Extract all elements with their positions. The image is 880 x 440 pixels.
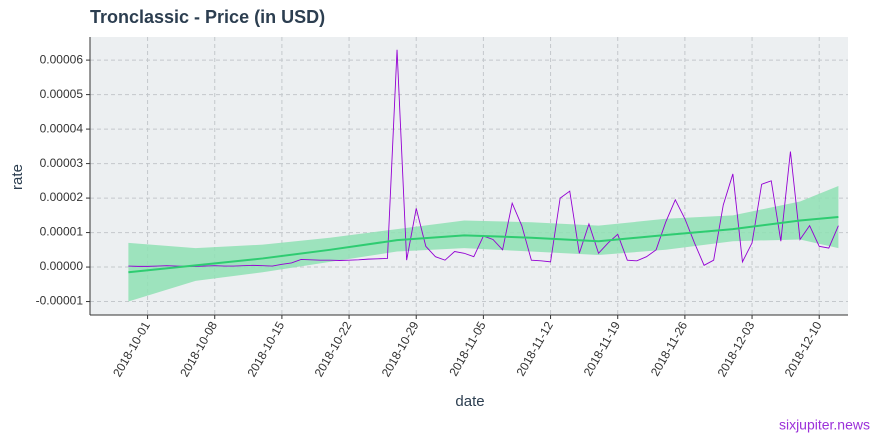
smooth-line: [128, 216, 839, 274]
x-tick-label: 2018-10-29: [379, 319, 422, 379]
x-tick-label: 2018-11-26: [648, 319, 691, 379]
watermark: sixjupiter.news: [779, 417, 870, 433]
x-tick-label: 2018-10-22: [312, 319, 355, 379]
x-tick-label: 2018-10-15: [244, 319, 287, 379]
y-tick-label: 0.00002: [40, 190, 84, 204]
y-axis-label: rate: [9, 164, 26, 190]
y-tick-label: 0.00006: [40, 52, 84, 66]
x-tick-label: 2018-12-03: [715, 319, 758, 379]
x-tick-label: 2018-12-10: [782, 319, 825, 379]
x-axis-label: date: [455, 393, 484, 410]
y-tick-label: 0.00001: [40, 225, 84, 239]
x-tick-label: 2018-10-08: [177, 319, 220, 379]
y-tick-label: 0.00000: [40, 259, 84, 273]
x-tick-label: 2018-11-05: [446, 319, 489, 379]
y-tick-label: 0.00005: [40, 87, 84, 101]
y-tick-label: 0.00003: [40, 156, 84, 170]
x-tick-label: 2018-11-12: [514, 319, 557, 379]
chart-title: Tronclassic - Price (in USD): [90, 7, 325, 27]
x-tick-label: 2018-11-19: [581, 319, 624, 379]
y-tick-label: 0.00004: [40, 121, 84, 135]
y-tick-label: -0.00001: [36, 294, 84, 308]
x-tick-label: 2018-10-01: [110, 319, 153, 379]
confidence-band: [128, 186, 839, 302]
